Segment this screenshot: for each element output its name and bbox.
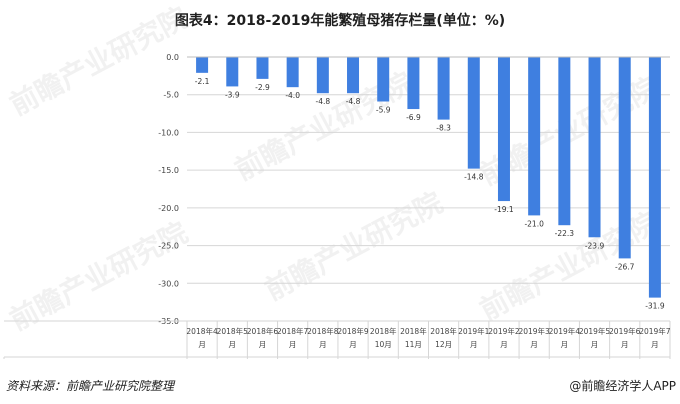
x-tick-label: 2019年3 <box>518 326 550 336</box>
data-label: -21.0 <box>524 219 544 228</box>
bar <box>316 57 329 94</box>
x-tick-label: 2019年7 <box>639 326 671 336</box>
bar <box>558 57 571 226</box>
x-tick-label: 12月 <box>435 340 452 349</box>
x-tick-label: 2018年 <box>400 326 427 336</box>
bar <box>407 57 420 110</box>
data-label: -14.8 <box>464 173 484 182</box>
x-tick-label: 月 <box>561 340 569 349</box>
x-tick-label: 2019年6 <box>609 326 641 336</box>
bar <box>286 57 299 88</box>
x-tick-label: 2019年1 <box>458 326 490 336</box>
data-label: -19.1 <box>494 205 514 214</box>
x-tick-label: 2018年 <box>430 326 457 336</box>
source-note: 资料来源：前瞻产业研究院整理 <box>6 379 175 393</box>
x-tick-label: 月 <box>530 340 538 349</box>
bar <box>377 57 390 102</box>
data-label: -5.9 <box>376 106 391 115</box>
brand-credit: @前瞻经济学人APP <box>569 379 676 393</box>
data-label: -31.9 <box>645 302 665 311</box>
x-tick-label: 月 <box>198 340 206 349</box>
x-tick-label: 2019年4 <box>549 326 581 336</box>
x-tick-label: 月 <box>289 340 297 349</box>
data-label: -4.8 <box>346 97 361 106</box>
x-tick-label: 月 <box>259 340 267 349</box>
data-label: -4.0 <box>285 91 300 100</box>
x-tick-label: 月 <box>621 340 629 349</box>
bar <box>226 57 239 87</box>
x-tick-label: 2019年5 <box>579 326 611 336</box>
bar <box>196 57 209 73</box>
bar <box>437 57 450 120</box>
x-tick-label: 月 <box>500 340 508 349</box>
y-tick-label: -15.0 <box>158 166 179 175</box>
y-tick-label: -10.0 <box>158 128 179 137</box>
data-label: -8.3 <box>436 124 451 133</box>
x-tick-label: 11月 <box>405 340 422 349</box>
x-tick-label: 2018年9 <box>337 326 369 336</box>
data-label: -2.1 <box>195 77 210 86</box>
bar <box>588 57 601 238</box>
x-tick-label: 2018年8 <box>307 326 339 336</box>
bar <box>648 57 661 298</box>
data-label: -4.8 <box>316 97 331 106</box>
data-label: -26.7 <box>615 262 635 271</box>
x-tick-label: 2018年6 <box>247 326 279 336</box>
x-tick-label: 2019年2 <box>488 326 520 336</box>
data-label: -6.9 <box>406 113 421 122</box>
x-tick-label: 2018年4 <box>186 326 218 336</box>
x-tick-label: 月 <box>229 340 237 349</box>
x-tick-label: 月 <box>651 340 659 349</box>
bar-chart: 0.0-5.0-10.0-15.0-20.0-25.0-30.0-35.0-2.… <box>3 53 671 378</box>
bar <box>347 57 360 94</box>
x-tick-label: 月 <box>349 340 357 349</box>
y-tick-label: -25.0 <box>158 242 179 251</box>
data-label: -2.9 <box>255 83 270 92</box>
bar <box>497 57 510 202</box>
x-tick-label: 月 <box>470 340 478 349</box>
data-label: -23.9 <box>585 241 605 250</box>
bar <box>528 57 541 216</box>
x-tick-label: 2018年 <box>370 326 397 336</box>
x-tick-label: 10月 <box>375 340 392 349</box>
bar <box>618 57 631 259</box>
x-tick-label: 月 <box>591 340 599 349</box>
y-tick-label: -5.0 <box>163 91 179 100</box>
bar <box>256 57 269 79</box>
data-label: -3.9 <box>225 90 240 99</box>
x-tick-label: 2018年5 <box>217 326 249 336</box>
chart-title: 图表4：2018-2019年能繁殖母猪存栏量(单位：%) <box>174 13 506 29</box>
chart-area: 0.0 -5.0 -10.0 -15.0 -20.0 -25.0 -30.0 -35.0 -2.… <box>0 44 680 378</box>
y-tick-label: -20.0 <box>158 204 179 213</box>
y-tick-label: 0.0 <box>166 53 179 62</box>
x-tick-label: 2018年7 <box>277 326 309 336</box>
bar <box>467 57 480 169</box>
y-tick-label: -30.0 <box>158 279 179 288</box>
x-tick-label: 月 <box>319 340 327 349</box>
data-label: -22.3 <box>555 229 575 238</box>
